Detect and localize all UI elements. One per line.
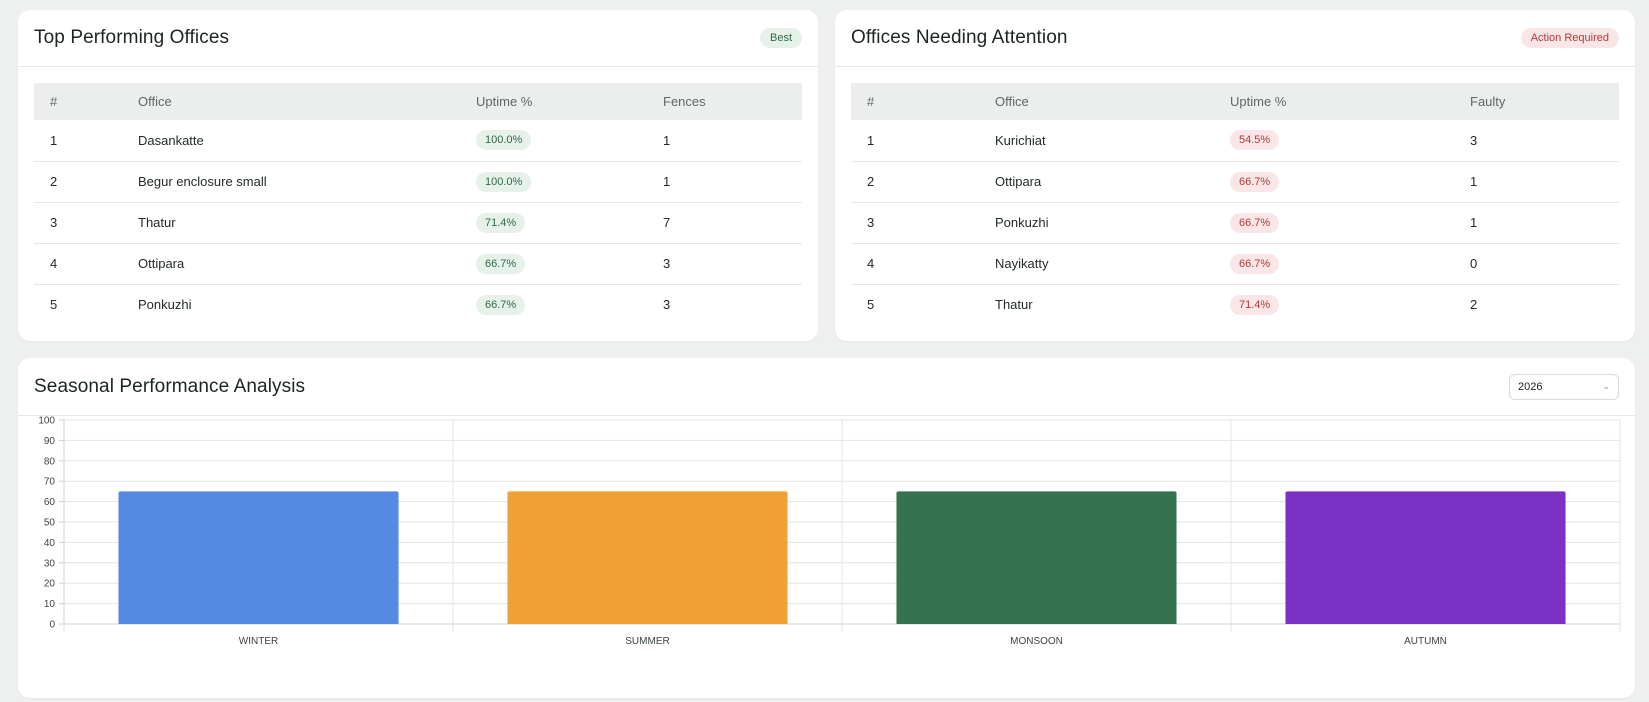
office-cell: Kurichiat	[979, 120, 1214, 162]
uptime-pill: 66.7%	[476, 253, 526, 274]
office-cell: Ottipara	[122, 243, 460, 285]
uptime-pill: 100.0%	[476, 171, 532, 192]
fences-cell: 3	[663, 297, 671, 313]
table-row[interactable]: 4 Nayikatty 66.7% 0	[851, 243, 1619, 285]
col-header-faulty[interactable]: Faulty	[1470, 94, 1506, 109]
chevron-down-icon: ⌄	[1602, 381, 1610, 391]
top-offices-title: Top Performing Offices	[34, 27, 230, 48]
table-row[interactable]: 5 Thatur 71.4% 2	[851, 284, 1619, 325]
seasonal-header: Seasonal Performance Analysis 2026 ⌄	[18, 358, 1635, 416]
x-category-label: MONSOON	[1010, 636, 1063, 647]
best-badge: Best	[759, 28, 802, 48]
col-header-rank[interactable]: #	[867, 94, 875, 109]
y-tick-label: 0	[49, 620, 55, 631]
fences-cell: 3	[647, 243, 802, 285]
office-cell: Ponkuzhi	[979, 202, 1214, 244]
y-tick-label: 90	[44, 436, 56, 447]
table-row[interactable]: 3 Thatur 71.4% 7	[34, 202, 802, 244]
rank-cell: 5	[867, 297, 875, 313]
table-row[interactable]: 3 Ponkuzhi 66.7% 1	[851, 202, 1619, 244]
uptime-pill: 100.0%	[476, 130, 532, 151]
col-header-office[interactable]: Office	[138, 94, 172, 109]
bar-summer	[507, 491, 788, 624]
rank-cell: 3	[851, 202, 979, 244]
rank-cell: 5	[50, 297, 58, 313]
col-header-rank[interactable]: #	[50, 94, 58, 109]
office-cell: Thatur	[995, 297, 1033, 313]
fences-cell: 7	[647, 202, 802, 244]
bar-autumn	[1285, 491, 1566, 624]
y-tick-label: 80	[44, 456, 56, 467]
year-select-value: 2026	[1518, 380, 1543, 393]
year-select[interactable]: 2026 ⌄	[1509, 373, 1619, 400]
rank-cell: 1	[34, 120, 122, 162]
faulty-cell: 3	[1454, 120, 1619, 162]
fences-cell: 1	[647, 161, 802, 203]
table-header-row: # Office Uptime % Fences	[34, 83, 802, 120]
bar-winter	[118, 491, 399, 624]
table-row[interactable]: 2 Begur enclosure small 100.0% 1	[34, 161, 802, 203]
col-header-fences[interactable]: Fences	[663, 94, 706, 109]
table-row[interactable]: 1 Kurichiat 54.5% 3	[851, 120, 1619, 162]
top-performing-offices-card: Top Performing Offices Best # Office Upt…	[18, 10, 818, 341]
y-tick-label: 30	[44, 558, 56, 569]
col-header-uptime[interactable]: Uptime %	[476, 94, 533, 109]
uptime-pill: 66.7%	[1230, 253, 1280, 274]
col-header-uptime[interactable]: Uptime %	[1230, 94, 1287, 109]
table-row[interactable]: 5 Ponkuzhi 66.7% 3	[34, 284, 802, 325]
y-tick-label: 10	[44, 599, 56, 610]
y-tick-label: 60	[44, 497, 56, 508]
rank-cell: 4	[851, 243, 979, 285]
faulty-cell: 0	[1454, 243, 1619, 285]
col-header-office[interactable]: Office	[995, 94, 1029, 109]
x-category-label: WINTER	[239, 636, 278, 647]
offices-needing-attention-card: Offices Needing Attention Action Require…	[835, 10, 1635, 341]
x-category-label: SUMMER	[625, 636, 669, 647]
x-category-label: AUTUMN	[1404, 636, 1447, 647]
office-cell: Ponkuzhi	[138, 297, 192, 313]
top-offices-header: Top Performing Offices Best	[18, 10, 818, 67]
fences-cell: 1	[647, 120, 802, 162]
table-row[interactable]: 4 Ottipara 66.7% 3	[34, 243, 802, 285]
faulty-cell: 1	[1454, 161, 1619, 203]
y-tick-label: 70	[44, 477, 56, 488]
seasonal-performance-card: Seasonal Performance Analysis 2026 ⌄ 0 10…	[18, 358, 1635, 698]
rank-cell: 3	[34, 202, 122, 244]
office-cell: Ottipara	[979, 161, 1214, 203]
rank-cell: 2	[851, 161, 979, 203]
uptime-pill: 66.7%	[476, 294, 526, 315]
rank-cell: 1	[851, 120, 979, 162]
attention-header: Offices Needing Attention Action Require…	[835, 10, 1635, 67]
table-row[interactable]: 2 Ottipara 66.7% 1	[851, 161, 1619, 203]
rank-cell: 2	[34, 161, 122, 203]
uptime-pill: 66.7%	[1230, 212, 1280, 233]
office-cell: Thatur	[122, 202, 460, 244]
faulty-cell: 2	[1470, 297, 1478, 313]
uptime-pill: 71.4%	[476, 212, 526, 233]
office-cell: Begur enclosure small	[122, 161, 460, 203]
bar-monsoon	[896, 491, 1177, 624]
seasonal-bar-chart: 0 10 20 30 40 50 60 70 80 90 100 WINTER SUMMER MONSOO…	[38, 416, 1621, 647]
uptime-pill: 66.7%	[1230, 171, 1280, 192]
attention-title: Offices Needing Attention	[851, 27, 1068, 48]
seasonal-title: Seasonal Performance Analysis	[34, 375, 306, 397]
office-cell: Nayikatty	[979, 243, 1214, 285]
top-offices-table: # Office Uptime % Fences 1 Dasankatte 10…	[34, 83, 802, 325]
y-tick-label: 20	[44, 579, 56, 590]
action-required-badge: Action Required	[1520, 28, 1619, 48]
faulty-cell: 1	[1454, 202, 1619, 244]
y-tick-label: 50	[44, 518, 56, 529]
y-tick-label: 40	[44, 538, 56, 549]
uptime-pill: 71.4%	[1230, 294, 1280, 315]
table-header-row: # Office Uptime % Faulty	[851, 83, 1619, 120]
rank-cell: 4	[34, 243, 122, 285]
attention-offices-table: # Office Uptime % Faulty 1 Kurichiat 54.…	[851, 83, 1619, 325]
y-tick-label: 100	[38, 416, 55, 427]
uptime-pill: 54.5%	[1230, 130, 1280, 151]
table-row[interactable]: 1 Dasankatte 100.0% 1	[34, 120, 802, 162]
office-cell: Dasankatte	[122, 120, 460, 162]
